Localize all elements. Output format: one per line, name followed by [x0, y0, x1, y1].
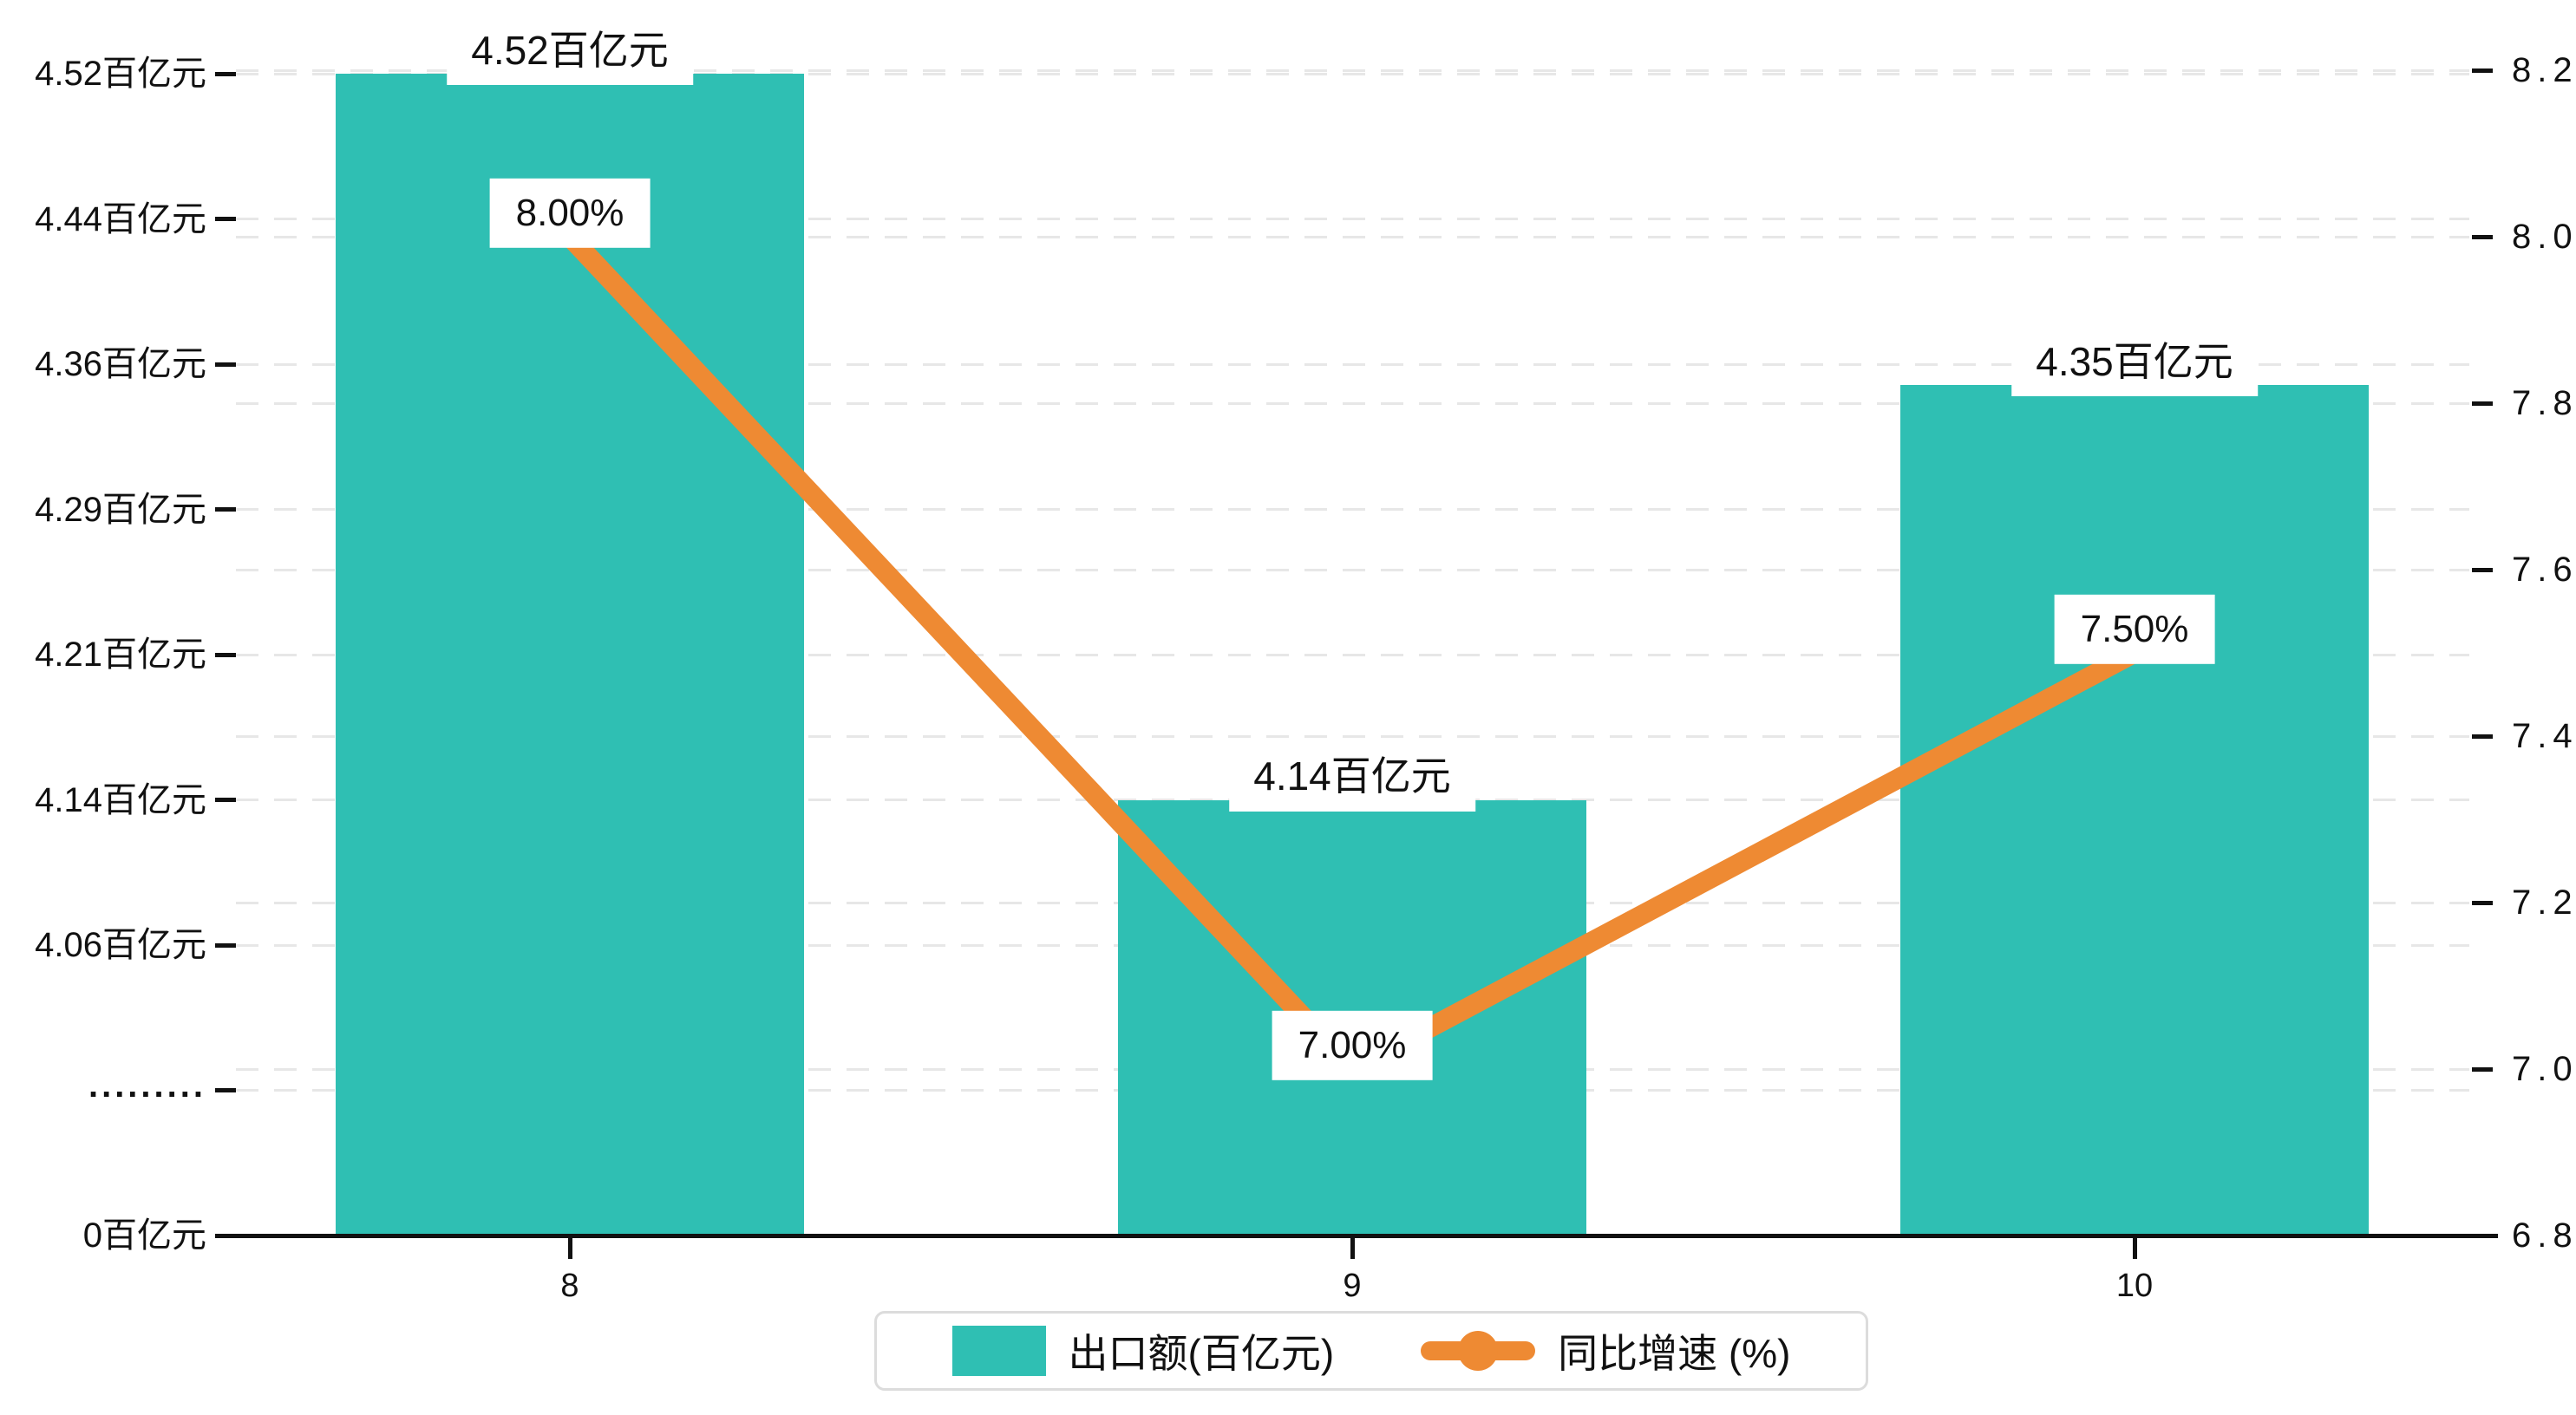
gridline-left-1: [236, 218, 2469, 220]
gridline-left-3: [236, 508, 2469, 511]
left-axis-tick-label: 4.21百亿元: [35, 636, 206, 674]
x-axis-tick-label: 9: [1343, 1268, 1362, 1304]
left-axis-tick-label: .........: [88, 1066, 206, 1105]
left-axis-tick: [215, 217, 236, 221]
left-axis-tick: [215, 362, 236, 367]
bar-value-label: 4.35百亿元: [2011, 327, 2258, 396]
right-axis-tick-label: 7.0: [2512, 1050, 2576, 1088]
left-axis-tick-label: 4.14百亿元: [35, 780, 206, 819]
gridline-right-4: [236, 734, 2469, 738]
bar-month-10[interactable]: [1900, 384, 2369, 1236]
right-axis-tick: [2472, 68, 2493, 73]
gridline-right-1: [236, 235, 2469, 238]
gridline-left-0: [236, 72, 2469, 75]
legend: 出口额(百亿元) 同比增速 (%): [874, 1311, 1868, 1391]
x-axis-tick-label: 10: [2115, 1268, 2154, 1304]
right-axis-tick: [2472, 734, 2493, 739]
legend-item-yoy-growth[interactable]: 同比增速 (%): [1421, 1322, 1790, 1379]
line-value-label: 7.50%: [2054, 594, 2215, 665]
legend-item-export-value[interactable]: 出口额(百亿元): [951, 1322, 1335, 1379]
gridline-right-0: [236, 68, 2469, 72]
left-axis-tick: [215, 798, 236, 802]
right-axis-tick-label: 7.2: [2512, 884, 2576, 922]
left-axis-tick: [215, 71, 236, 76]
left-axis-tick: [215, 1088, 236, 1092]
line-value-label: 7.00%: [1272, 1010, 1433, 1081]
bar-value-label: 4.14百亿元: [1229, 742, 1475, 812]
right-axis-tick-label: 7.4: [2512, 717, 2576, 755]
x-axis-tick: [567, 1238, 572, 1259]
legend-line-dot-icon: [1421, 1331, 1536, 1371]
left-axis-tick: [215, 507, 236, 512]
gridline-left-4: [236, 653, 2469, 656]
line-value-label: 8.00%: [489, 178, 651, 249]
left-axis-tick-label: 4.36百亿元: [35, 345, 206, 383]
x-axis-tick: [1350, 1238, 1355, 1259]
legend-label-growth: 同比增速 (%): [1558, 1331, 1791, 1376]
x-axis-tick-label: 8: [560, 1268, 579, 1304]
right-axis-tick: [2472, 567, 2493, 572]
right-axis-tick: [2472, 401, 2493, 406]
right-axis-tick: [2472, 900, 2493, 905]
left-axis-tick-label: 4.29百亿元: [35, 490, 206, 529]
legend-dot-icon: [1458, 1331, 1499, 1371]
right-axis-tick-label: 7.6: [2512, 551, 2576, 589]
right-axis-tick-label: 8.2: [2512, 51, 2576, 89]
gridline-right-3: [236, 568, 2469, 571]
left-axis-tick: [215, 652, 236, 657]
gridline-right-2: [236, 401, 2469, 405]
x-axis-line: [215, 1234, 2498, 1238]
right-axis-tick: [2472, 1066, 2493, 1072]
right-axis-tick: [2472, 234, 2493, 239]
legend-label-export: 出口额(百亿元): [1068, 1331, 1335, 1376]
bar-month-8[interactable]: [336, 74, 804, 1236]
left-axis-tick-label: 4.44百亿元: [35, 199, 206, 238]
x-axis-tick: [2132, 1238, 2137, 1259]
left-axis-tick-label: 4.06百亿元: [35, 926, 206, 964]
bar-value-label: 4.52百亿元: [447, 16, 693, 85]
legend-swatch-export-icon: [951, 1326, 1046, 1376]
growth-line[interactable]: [559, 226, 2145, 1079]
right-axis-tick-label: 8.0: [2512, 218, 2576, 256]
left-axis-tick: [215, 942, 236, 948]
left-axis-tick-label: 0百亿元: [82, 1216, 206, 1255]
right-axis-tick-label: 6.8: [2512, 1216, 2576, 1255]
left-axis-tick-label: 4.52百亿元: [35, 55, 206, 93]
gridline-left-2: [236, 362, 2469, 366]
right-axis-tick-label: 7.8: [2512, 384, 2576, 422]
